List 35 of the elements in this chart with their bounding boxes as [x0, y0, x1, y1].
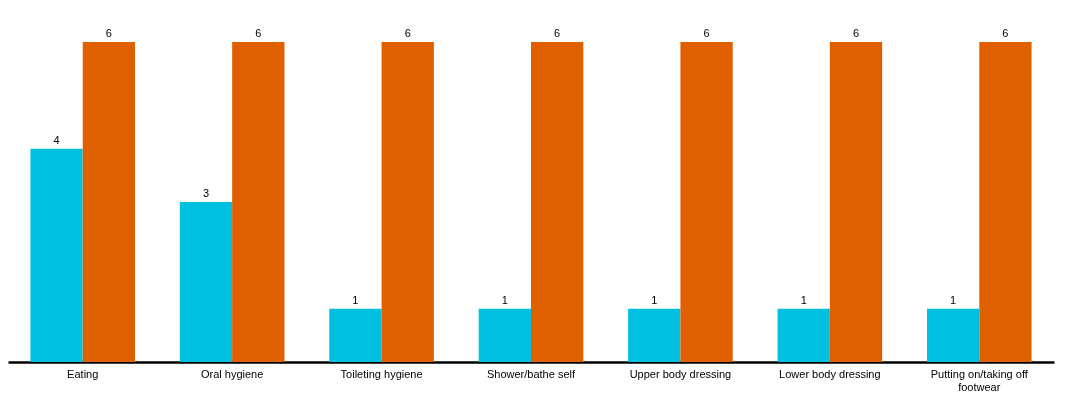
bar [829, 42, 883, 362]
bar [232, 42, 285, 362]
bar [478, 308, 531, 362]
bar [926, 308, 980, 362]
x-tick-label: Toileting hygiene [340, 367, 423, 380]
bar [30, 148, 83, 362]
data-label: 6 [1002, 27, 1009, 39]
bar [381, 42, 434, 362]
data-label: 6 [105, 27, 112, 39]
data-label: 4 [53, 133, 60, 146]
x-tick-label: Shower/bathe self [486, 367, 576, 380]
x-tick-label: Upper body dressing [629, 367, 732, 380]
data-label: 6 [554, 27, 561, 39]
bar [979, 42, 1032, 362]
x-tick-label: Oral hygiene [200, 367, 264, 380]
data-label: 6 [255, 27, 262, 39]
bar [82, 42, 136, 362]
data-label: 1 [651, 293, 658, 306]
data-label: 1 [800, 293, 807, 306]
data-label: 1 [501, 293, 508, 306]
bar [329, 308, 382, 362]
bar [680, 42, 733, 362]
data-label: 6 [404, 27, 411, 39]
bar [628, 308, 681, 362]
bar [777, 308, 830, 362]
data-label: 6 [703, 27, 710, 39]
data-label: 1 [950, 293, 957, 306]
bar [179, 202, 233, 362]
data-label: 6 [852, 27, 860, 39]
data-label: 3 [202, 187, 210, 199]
x-tick-label: Lower body dressing [779, 367, 881, 380]
x-tick-label: Putting on/taking off footwear [930, 367, 1029, 393]
bar [531, 42, 584, 362]
data-label: 1 [352, 293, 359, 306]
x-tick-label: Eating [67, 367, 99, 380]
